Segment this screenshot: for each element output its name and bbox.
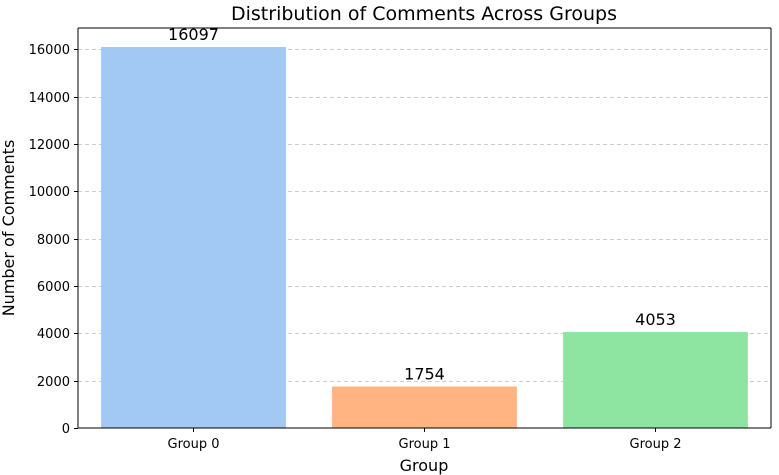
y-tick-label: 6000 bbox=[37, 280, 70, 295]
y-tick-label: 4000 bbox=[37, 327, 70, 342]
bar-value-label: 4053 bbox=[635, 310, 676, 329]
y-axis-ticks: 0 2000 4000 6000 8000 10000 12000 14000 16000 bbox=[29, 43, 78, 437]
y-tick-label: 12000 bbox=[29, 138, 70, 153]
x-tick-label: Group 0 bbox=[168, 437, 220, 452]
y-tick-label: 10000 bbox=[29, 185, 70, 200]
y-axis-title: Number of Comments bbox=[0, 140, 18, 317]
bars bbox=[101, 47, 748, 428]
x-axis-title: Group bbox=[400, 456, 449, 475]
y-tick-label: 8000 bbox=[37, 233, 70, 248]
bar-value-label: 1754 bbox=[404, 364, 445, 383]
bar-group-2 bbox=[563, 332, 748, 428]
x-axis-ticks: Group 0 Group 1 Group 2 bbox=[168, 428, 682, 452]
y-tick-label: 0 bbox=[62, 422, 70, 437]
y-tick-label: 16000 bbox=[29, 43, 70, 58]
bar-group-1 bbox=[332, 386, 517, 428]
x-tick-label: Group 1 bbox=[399, 437, 451, 452]
bar-group-0 bbox=[101, 47, 286, 428]
y-tick-label: 14000 bbox=[29, 91, 70, 106]
bar-value-label: 16097 bbox=[168, 25, 219, 44]
bar-value-labels: 16097 1754 4053 bbox=[168, 25, 676, 383]
x-tick-label: Group 2 bbox=[630, 437, 682, 452]
y-tick-label: 2000 bbox=[37, 375, 70, 390]
chart-title: Distribution of Comments Across Groups bbox=[231, 3, 617, 25]
